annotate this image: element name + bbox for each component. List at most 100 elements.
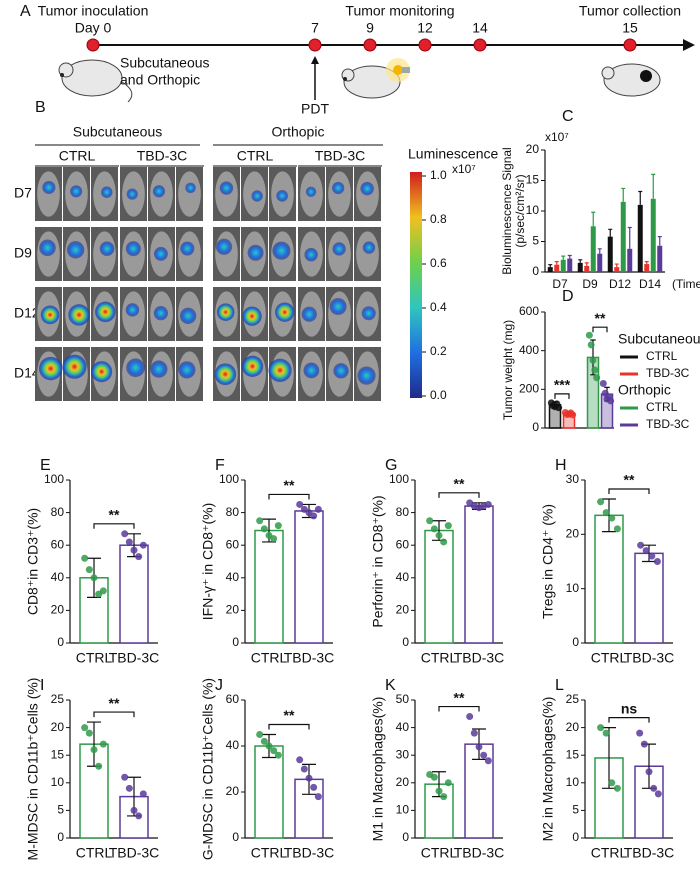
panel-letter: F — [215, 457, 225, 474]
signal-blob — [62, 354, 87, 379]
bar — [634, 552, 664, 644]
significance-label: ** — [595, 310, 606, 326]
error-bar — [554, 261, 559, 265]
bar — [657, 245, 663, 272]
data-point — [90, 574, 98, 582]
signal-blob — [216, 303, 235, 321]
y-tick-label: 100 — [219, 472, 239, 486]
y-tick-label: 60 — [51, 537, 65, 551]
signal-blob — [95, 301, 116, 323]
y-axis-label: G-MDSC in CD11b⁺Cells (%) — [200, 678, 216, 860]
significance-label: ** — [284, 707, 295, 723]
data-point — [310, 783, 318, 791]
data-point — [645, 768, 653, 776]
x-tick-label: CTRL — [76, 845, 113, 861]
y-tick-label: 0 — [532, 264, 539, 278]
y-tick-label: 0 — [57, 830, 64, 844]
x-tick-label: TBD-3C — [284, 650, 335, 666]
data-point — [591, 366, 599, 374]
signal-blob — [329, 298, 347, 316]
data-point — [444, 522, 452, 530]
data-point — [642, 547, 650, 555]
significance-label: ** — [109, 506, 120, 522]
panel-letter: I — [40, 677, 44, 694]
group-label: Subcutaneous — [73, 124, 163, 140]
significance-label: ** — [624, 472, 635, 488]
day-dot — [308, 38, 322, 52]
data-point — [81, 724, 89, 732]
site-label: Subcutaneous — [120, 55, 210, 71]
colorbar-tick-label: 0.2 — [430, 344, 447, 358]
mouse-icon — [341, 65, 401, 99]
colorbar — [410, 172, 422, 398]
x-tick-label: CTRL — [421, 845, 458, 861]
y-tick-label: 40 — [226, 738, 240, 752]
row-label: D7 — [14, 185, 32, 201]
y-tick-label: 15 — [566, 747, 580, 761]
column-label: TBD-3C — [315, 148, 366, 164]
error-bar — [614, 263, 619, 268]
data-point — [613, 784, 621, 792]
bar — [424, 529, 454, 644]
error-bar — [597, 248, 602, 254]
signal-blob — [332, 181, 345, 195]
panel-letter: J — [215, 677, 223, 694]
bar — [594, 514, 624, 644]
x-tick-label: CTRL — [591, 650, 628, 666]
y-tick-label: 20 — [396, 603, 410, 617]
bar — [577, 262, 583, 272]
data-point — [296, 756, 304, 764]
data-point — [130, 546, 138, 554]
y-tick-label: 10 — [566, 775, 580, 789]
x-axis-label: (Time) — [672, 277, 700, 291]
data-point — [607, 397, 615, 405]
data-point — [475, 743, 483, 751]
timeline-arrow — [683, 39, 695, 51]
data-point — [135, 553, 143, 561]
y-tick-label: 200 — [519, 382, 539, 396]
axis-multiplier: x10⁷ — [545, 130, 569, 144]
mouse-icon — [58, 59, 133, 103]
x-tick-label: CTRL — [421, 650, 458, 666]
y-tick-label: 80 — [51, 505, 65, 519]
error-bar — [602, 498, 616, 533]
bar — [254, 529, 284, 644]
significance-bracket — [438, 705, 480, 712]
signal-blob — [42, 180, 56, 195]
mouse-body — [178, 171, 201, 217]
y-tick-label: 60 — [226, 692, 240, 706]
data-point — [139, 790, 147, 798]
day-label: 7 — [311, 20, 319, 36]
data-point — [444, 779, 452, 787]
bar — [650, 198, 656, 272]
bar — [294, 510, 324, 644]
signal-blob — [242, 306, 262, 326]
bar — [637, 204, 643, 272]
y-tick-label: 40 — [396, 570, 410, 584]
signal-blob — [357, 366, 376, 385]
signal-blob — [360, 181, 374, 196]
data-point — [121, 773, 129, 781]
data-point — [602, 729, 610, 737]
colorbar-tick-label: 0.0 — [430, 388, 447, 402]
data-point — [125, 784, 133, 792]
significance-bracket — [592, 326, 608, 333]
significance-label: ** — [109, 695, 120, 711]
signal-blob — [215, 238, 233, 255]
x-tick-label: TBD-3C — [284, 845, 335, 861]
light-bulb — [386, 58, 410, 82]
day-label: 14 — [472, 20, 488, 36]
signal-blob — [185, 182, 196, 194]
data-point — [274, 751, 282, 759]
data-point — [569, 411, 577, 419]
data-point — [593, 374, 601, 382]
y-axis-label: Tumor weight (mg) — [501, 320, 515, 420]
data-point — [260, 737, 268, 745]
treatment-label: PDT — [301, 101, 329, 117]
error-bar — [638, 190, 643, 205]
legend-title: Subcutaneous — [618, 331, 700, 347]
colorbar-tick-label: 0.8 — [430, 212, 447, 226]
signal-blob — [91, 361, 113, 383]
